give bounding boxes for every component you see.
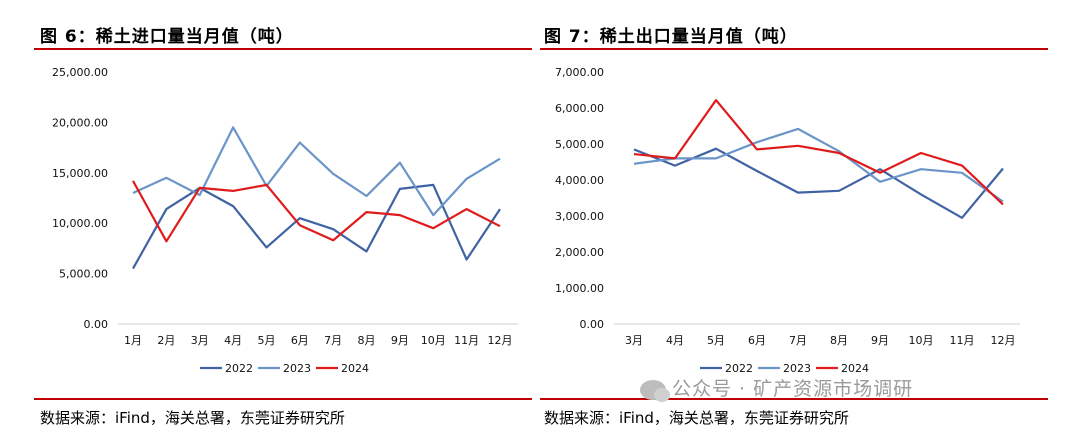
legend-label: 2024 xyxy=(841,362,869,375)
x-tick-label: 1月 xyxy=(124,334,142,347)
y-tick-label: 2,000.00 xyxy=(555,246,604,259)
series-line-2024 xyxy=(633,98,1004,206)
x-tick-label: 11月 xyxy=(950,334,975,347)
x-tick-label: 4月 xyxy=(666,334,684,347)
x-tick-label: 5月 xyxy=(707,334,725,347)
y-tick-label: 6,000.00 xyxy=(555,102,604,115)
x-tick-label: 4月 xyxy=(224,334,242,347)
x-tick-label: 7月 xyxy=(324,334,342,347)
x-tick-label: 9月 xyxy=(391,334,409,347)
x-tick-label: 10月 xyxy=(421,334,446,347)
legend-label: 2024 xyxy=(341,362,369,375)
y-tick-label: 7,000.00 xyxy=(555,66,604,79)
x-tick-label: 3月 xyxy=(191,334,209,347)
series-line-2024 xyxy=(132,180,501,243)
x-tick-label: 12月 xyxy=(991,334,1016,347)
series-line-2022 xyxy=(132,183,501,270)
import-line-chart: 0.00 5,000.00 10,000.00 15,000.00 20,000.00 2… xyxy=(52,66,518,375)
legend-label: 2023 xyxy=(783,362,811,375)
x-tick-label: 8月 xyxy=(830,334,848,347)
figure-left: 图 6：稀土进口量当月值（吨） 0.00 5,000.00 10,000.00 15,… xyxy=(0,0,532,436)
x-tick-label: 7月 xyxy=(789,334,807,347)
x-tick-label: 3月 xyxy=(625,334,643,347)
y-tick-label: 5,000.00 xyxy=(59,268,108,281)
export-line-chart: 0.00 1,000.00 2,000.00 3,000.00 4,000.00 5,00… xyxy=(555,66,1020,375)
figure-right: 图 7：稀土出口量当月值（吨） 0.00 1,000.00 2,000.00 3,00… xyxy=(540,0,1072,436)
y-tick-label: 25,000.00 xyxy=(52,66,108,79)
series-line-2023 xyxy=(633,127,1004,203)
watermark-text: 公众号 · 矿产资源市场调研 xyxy=(672,378,914,400)
y-tick-label: 5,000.00 xyxy=(555,138,604,151)
y-tick-label: 1,000.00 xyxy=(555,282,604,295)
watermark: 公众号 · 矿产资源市场调研 xyxy=(640,374,914,402)
x-tick-label: 6月 xyxy=(291,334,309,347)
x-tick-label: 6月 xyxy=(748,334,766,347)
x-tick-label: 9月 xyxy=(871,334,889,347)
source-rule xyxy=(540,398,1048,400)
series-line-2022 xyxy=(633,147,1004,219)
legend-label: 2023 xyxy=(283,362,311,375)
x-tick-label: 10月 xyxy=(909,334,934,347)
figure-title: 图 6：稀土进口量当月值（吨） xyxy=(40,27,294,47)
title-rule xyxy=(540,48,1048,50)
series-line-2023 xyxy=(132,126,501,217)
legend-label: 2022 xyxy=(225,362,253,375)
y-tick-label: 10,000.00 xyxy=(52,217,108,230)
x-tick-label: 5月 xyxy=(257,334,275,347)
x-tick-label: 2月 xyxy=(157,334,175,347)
source-note: 数据来源：iFind，海关总署，东莞证券研究所 xyxy=(40,409,345,427)
source-note: 数据来源：iFind，海关总署，东莞证券研究所 xyxy=(544,409,849,427)
y-tick-label: 0.00 xyxy=(84,318,109,331)
x-tick-label: 8月 xyxy=(358,334,376,347)
legend-label: 2022 xyxy=(725,362,753,375)
title-rule xyxy=(34,48,532,50)
y-tick-label: 20,000.00 xyxy=(52,116,108,129)
source-rule xyxy=(34,398,532,400)
y-tick-label: 0.00 xyxy=(580,318,605,331)
y-tick-label: 3,000.00 xyxy=(555,210,604,223)
y-tick-label: 4,000.00 xyxy=(555,174,604,187)
x-tick-label: 12月 xyxy=(488,334,513,347)
figure-title: 图 7：稀土出口量当月值（吨） xyxy=(544,27,798,47)
wechat-icon xyxy=(640,379,670,402)
y-tick-label: 15,000.00 xyxy=(52,167,108,180)
x-tick-label: 11月 xyxy=(454,334,479,347)
